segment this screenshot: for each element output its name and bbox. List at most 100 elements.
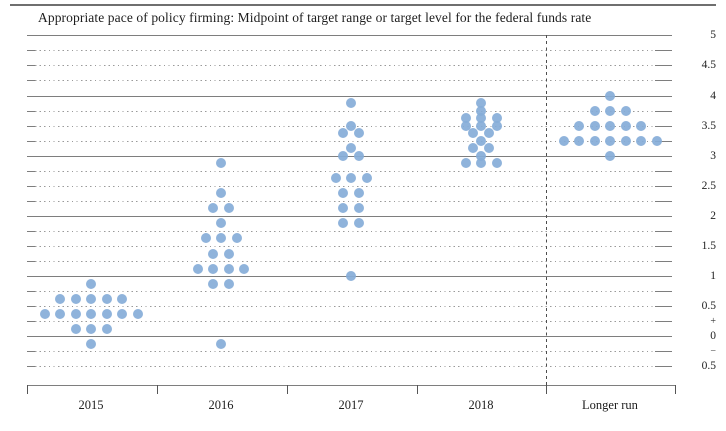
gridline-right-tick xyxy=(655,125,672,127)
x-axis-tick xyxy=(157,385,158,394)
projection-dot xyxy=(605,105,615,116)
projection-dot xyxy=(636,135,646,146)
gridline-left-tick xyxy=(27,140,35,142)
projection-dot xyxy=(338,218,349,229)
projection-dot xyxy=(208,248,219,259)
projection-dot xyxy=(353,128,364,139)
projection-dot xyxy=(636,120,646,131)
projection-dot xyxy=(86,293,96,304)
projection-dot xyxy=(483,128,494,139)
gridline-right-tick xyxy=(655,110,672,112)
projection-dot xyxy=(605,135,615,146)
gridline-dotted xyxy=(35,50,655,52)
gridline-left-tick xyxy=(27,185,35,187)
projection-dot xyxy=(491,120,502,131)
x-axis-tick xyxy=(675,385,676,394)
projection-dot xyxy=(338,203,349,214)
projection-dot xyxy=(476,158,486,169)
projection-dot xyxy=(476,98,486,109)
gridline-dotted xyxy=(35,140,655,142)
gridline-left-tick xyxy=(27,230,35,232)
projection-dot xyxy=(476,120,486,131)
x-axis-year-label: 2017 xyxy=(338,398,364,412)
y-axis-tick-label: 2.5 xyxy=(701,179,716,192)
projection-dot xyxy=(55,308,65,319)
gridline-left-tick xyxy=(27,306,35,308)
gridline-left-tick xyxy=(27,80,35,82)
projection-dot xyxy=(476,105,486,116)
projection-dot xyxy=(216,188,226,199)
projection-dot xyxy=(589,135,600,146)
gridline-left-tick xyxy=(27,200,35,202)
x-axis-tick xyxy=(546,385,547,394)
gridline-dotted xyxy=(35,351,655,353)
projection-dot xyxy=(208,278,219,289)
projection-dot xyxy=(338,128,349,139)
projection-dot xyxy=(192,263,203,274)
x-axis-year-label: Longer run xyxy=(582,398,638,412)
gridline-right-tick xyxy=(655,230,672,232)
projection-dot xyxy=(117,293,127,304)
projection-dot xyxy=(491,158,502,169)
y-axis-tick-label: 0.5 xyxy=(701,360,716,373)
gridline-left-tick xyxy=(27,366,35,368)
gridline-right-tick xyxy=(655,366,672,368)
projection-dot xyxy=(605,120,615,131)
projection-dot xyxy=(208,263,219,274)
projection-dot xyxy=(117,308,127,319)
projection-dot xyxy=(86,323,96,334)
projection-dot xyxy=(338,150,349,161)
gridline-right-tick xyxy=(655,261,672,263)
projection-dot xyxy=(468,128,479,139)
y-axis-tick-label: 1 xyxy=(710,270,716,283)
projection-dot xyxy=(353,203,364,214)
projection-dot xyxy=(216,338,226,349)
projection-dot xyxy=(330,173,341,184)
gridline-left-tick xyxy=(27,170,35,172)
projection-dot xyxy=(574,135,584,146)
gridline-dotted xyxy=(35,65,655,67)
projection-dot xyxy=(231,233,242,244)
projection-dot xyxy=(460,113,471,124)
projection-dot xyxy=(101,323,112,334)
gridline-left-tick xyxy=(27,246,35,247)
projection-dot xyxy=(361,173,372,184)
projection-dot xyxy=(460,158,471,169)
gridline-dotted xyxy=(35,200,655,202)
x-axis-baseline xyxy=(27,385,675,386)
gridline-dotted xyxy=(35,80,655,82)
gridline-right-tick xyxy=(655,351,672,353)
x-axis-tick xyxy=(417,385,418,394)
projection-dot xyxy=(346,271,356,282)
projection-dot xyxy=(338,188,349,199)
projection-dot xyxy=(132,308,143,319)
projection-dot xyxy=(346,98,356,109)
projection-dot xyxy=(620,135,631,146)
chart-title: Appropriate pace of policy firming: Midp… xyxy=(38,10,592,25)
projection-dot xyxy=(223,263,234,274)
gridline-right-tick xyxy=(655,291,672,293)
projection-dot xyxy=(200,233,211,244)
gridline-right-tick xyxy=(655,170,672,172)
y-axis-tick-label: 3 xyxy=(710,149,716,162)
projection-dot xyxy=(86,338,96,349)
projection-dot xyxy=(476,150,486,161)
projection-dot xyxy=(346,143,356,154)
projection-dot xyxy=(483,143,494,154)
projection-dot xyxy=(239,263,250,274)
projection-dot xyxy=(208,203,219,214)
projection-dot xyxy=(216,218,226,229)
projection-dot xyxy=(620,105,631,116)
projection-dot xyxy=(353,150,364,161)
projection-dot xyxy=(39,308,50,319)
gridline-right-tick xyxy=(655,50,672,52)
gridline-right-tick xyxy=(655,185,672,187)
projection-dot xyxy=(223,203,234,214)
gridline-dotted xyxy=(35,170,655,172)
projection-dot xyxy=(216,233,226,244)
longer-run-separator xyxy=(546,35,547,385)
gridline-dotted xyxy=(35,230,655,232)
projection-dot xyxy=(605,90,615,101)
gridline-dotted xyxy=(35,291,655,293)
